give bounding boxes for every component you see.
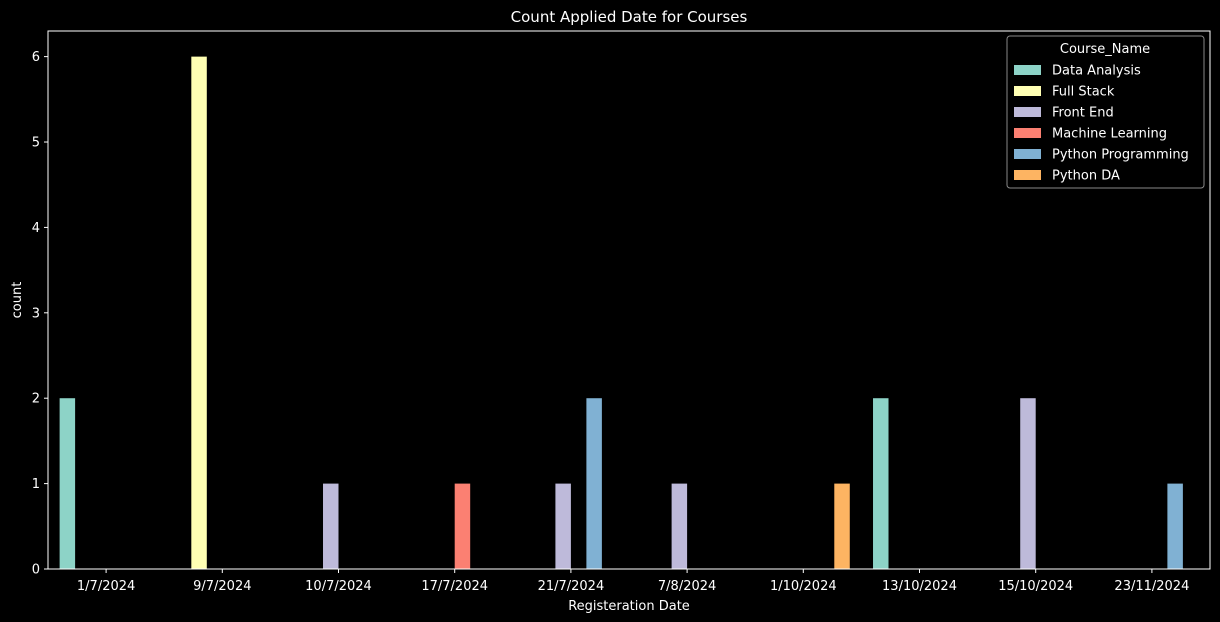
bar <box>873 398 889 569</box>
bar <box>1167 483 1183 569</box>
y-tick-label: 0 <box>32 563 40 578</box>
y-tick-label: 3 <box>32 306 40 321</box>
legend-label: Python DA <box>1052 169 1120 184</box>
legend-swatch <box>1014 149 1041 159</box>
legend-label: Machine Learning <box>1052 127 1167 142</box>
legend-swatch <box>1014 86 1041 96</box>
bar <box>323 483 339 569</box>
y-tick-label: 4 <box>32 221 40 236</box>
legend: Course_Name Data Analysis Full Stack Front… <box>1006 35 1205 189</box>
bar <box>1020 398 1036 569</box>
bar <box>834 483 850 569</box>
bar <box>555 483 571 569</box>
x-tick-label: 21/7/2024 <box>538 579 605 594</box>
legend-label: Front End <box>1052 106 1114 121</box>
bar <box>59 398 76 569</box>
legend-title: Course_Name <box>1060 42 1150 57</box>
bar <box>191 56 207 570</box>
axes-layer: 0 1 2 3 4 5 6 1/7/2024 9/7/2024 10/7/2024 17/7/202… <box>32 30 1211 594</box>
x-tick-label: 7/8/2024 <box>658 579 716 594</box>
y-tick-label: 1 <box>32 477 40 492</box>
bar <box>586 398 602 569</box>
legend-swatch <box>1014 107 1041 117</box>
legend-swatch <box>1014 65 1041 75</box>
x-tick-label: 23/11/2024 <box>1114 579 1189 594</box>
x-axis-label: Registeration Date <box>568 599 690 614</box>
legend-label: Data Analysis <box>1052 64 1141 79</box>
plot-frame <box>47 30 1211 570</box>
x-tick-label: 17/7/2024 <box>421 579 488 594</box>
x-tick-label: 10/7/2024 <box>305 579 372 594</box>
chart-title: Count Applied Date for Courses <box>511 8 748 26</box>
bar <box>454 483 471 569</box>
x-tick-label: 13/10/2024 <box>882 579 957 594</box>
legend-swatch <box>1014 170 1041 180</box>
x-tick-label: 9/7/2024 <box>193 579 251 594</box>
legend-frame <box>1006 35 1205 189</box>
legend-items: Data Analysis Full Stack Front End Machine … <box>1014 64 1189 184</box>
y-axis-label: count <box>10 282 25 319</box>
y-tick-label: 6 <box>32 50 40 65</box>
x-tick-label: 1/10/2024 <box>770 579 837 594</box>
bar <box>671 483 688 569</box>
x-tick-label: 15/10/2024 <box>998 579 1073 594</box>
x-tick-label: 1/7/2024 <box>77 579 135 594</box>
legend-swatch <box>1014 128 1041 138</box>
y-tick-label: 2 <box>32 392 40 407</box>
legend-label: Full Stack <box>1052 85 1115 100</box>
y-tick-label: 5 <box>32 136 40 151</box>
legend-label: Python Programming <box>1052 148 1189 163</box>
bars-layer <box>59 56 1183 570</box>
